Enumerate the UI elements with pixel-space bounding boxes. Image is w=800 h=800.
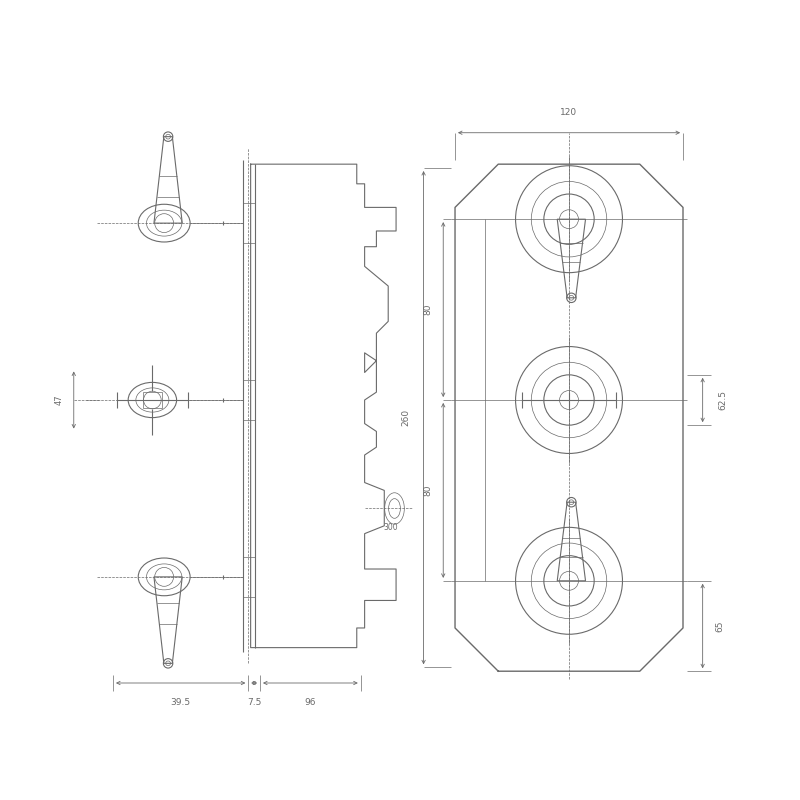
Text: 65: 65 (715, 620, 725, 632)
Text: 260: 260 (402, 409, 410, 426)
Text: 7.5: 7.5 (247, 698, 262, 707)
Text: 39.5: 39.5 (170, 698, 190, 707)
Text: 47: 47 (55, 394, 64, 406)
Text: 96: 96 (305, 698, 316, 707)
Text: 80: 80 (423, 485, 432, 496)
Text: 62.5: 62.5 (718, 390, 727, 410)
Text: 80: 80 (423, 304, 432, 315)
Text: 300: 300 (383, 523, 398, 533)
Text: 120: 120 (561, 109, 578, 118)
